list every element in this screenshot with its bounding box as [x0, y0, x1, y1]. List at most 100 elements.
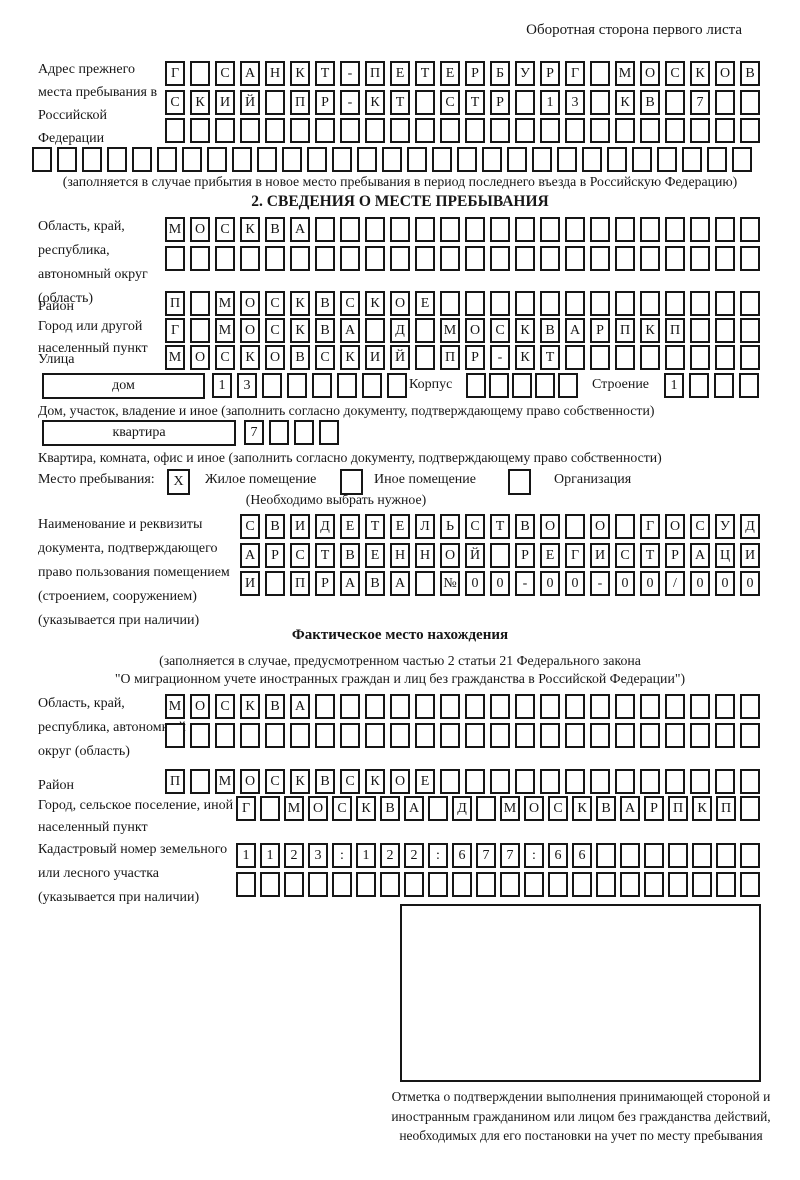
- char-cell[interactable]: Р: [540, 61, 560, 86]
- char-cell[interactable]: 7: [244, 420, 264, 445]
- char-cell[interactable]: [590, 246, 610, 271]
- char-cell[interactable]: К: [290, 318, 310, 343]
- char-cell[interactable]: [365, 694, 385, 719]
- char-cell[interactable]: К: [515, 345, 535, 370]
- char-cell[interactable]: [490, 246, 510, 271]
- char-cell[interactable]: [476, 796, 496, 821]
- char-cell[interactable]: [390, 118, 410, 143]
- char-cell[interactable]: [240, 723, 260, 748]
- char-cell[interactable]: У: [715, 514, 735, 539]
- char-cell[interactable]: Й: [240, 90, 260, 115]
- char-cell[interactable]: [215, 246, 235, 271]
- char-cell[interactable]: [690, 246, 710, 271]
- char-cell[interactable]: [489, 373, 509, 398]
- char-cell[interactable]: [607, 147, 627, 172]
- char-cell[interactable]: [665, 723, 685, 748]
- char-cell[interactable]: С: [215, 345, 235, 370]
- char-cell[interactable]: [590, 90, 610, 115]
- char-cell[interactable]: [415, 217, 435, 242]
- char-cell[interactable]: [362, 373, 382, 398]
- char-cell[interactable]: В: [265, 514, 285, 539]
- char-cell[interactable]: П: [290, 90, 310, 115]
- char-cell[interactable]: [515, 217, 535, 242]
- char-cell[interactable]: [590, 291, 610, 316]
- char-cell[interactable]: А: [620, 796, 640, 821]
- char-cell[interactable]: [440, 694, 460, 719]
- char-cell[interactable]: [590, 769, 610, 794]
- char-cell[interactable]: [432, 147, 452, 172]
- char-cell[interactable]: [690, 769, 710, 794]
- char-cell[interactable]: Д: [390, 318, 410, 343]
- char-cell[interactable]: -: [490, 345, 510, 370]
- char-cell[interactable]: [236, 872, 256, 897]
- char-cell[interactable]: [615, 118, 635, 143]
- char-cell[interactable]: Т: [540, 345, 560, 370]
- char-cell[interactable]: [190, 723, 210, 748]
- char-cell[interactable]: О: [190, 345, 210, 370]
- char-cell[interactable]: [465, 217, 485, 242]
- char-cell[interactable]: 6: [548, 843, 568, 868]
- char-cell[interactable]: Е: [390, 514, 410, 539]
- char-cell[interactable]: 2: [404, 843, 424, 868]
- char-cell[interactable]: Г: [640, 514, 660, 539]
- char-cell[interactable]: [315, 723, 335, 748]
- char-cell[interactable]: С: [215, 694, 235, 719]
- char-cell[interactable]: [615, 769, 635, 794]
- char-cell[interactable]: [640, 118, 660, 143]
- char-cell[interactable]: О: [715, 61, 735, 86]
- char-cell[interactable]: С: [290, 543, 310, 568]
- char-cell[interactable]: [465, 118, 485, 143]
- char-cell[interactable]: С: [615, 543, 635, 568]
- char-cell[interactable]: К: [572, 796, 592, 821]
- char-cell[interactable]: [590, 694, 610, 719]
- char-cell[interactable]: М: [500, 796, 520, 821]
- char-cell[interactable]: Т: [315, 61, 335, 86]
- char-cell[interactable]: 3: [308, 843, 328, 868]
- char-cell[interactable]: [337, 373, 357, 398]
- char-cell[interactable]: 6: [572, 843, 592, 868]
- char-cell[interactable]: П: [165, 769, 185, 794]
- char-cell[interactable]: [260, 872, 280, 897]
- char-cell[interactable]: [515, 90, 535, 115]
- char-cell[interactable]: [490, 769, 510, 794]
- char-cell[interactable]: [165, 723, 185, 748]
- char-cell[interactable]: А: [404, 796, 424, 821]
- char-cell[interactable]: [490, 291, 510, 316]
- char-cell[interactable]: [644, 872, 664, 897]
- char-cell[interactable]: [665, 694, 685, 719]
- char-cell[interactable]: [390, 217, 410, 242]
- char-cell[interactable]: Д: [452, 796, 472, 821]
- char-cell[interactable]: [190, 769, 210, 794]
- char-cell[interactable]: [715, 118, 735, 143]
- char-cell[interactable]: [240, 246, 260, 271]
- char-cell[interactable]: [428, 872, 448, 897]
- char-cell[interactable]: [365, 217, 385, 242]
- char-cell[interactable]: [657, 147, 677, 172]
- char-cell[interactable]: [482, 147, 502, 172]
- char-cell[interactable]: Е: [440, 61, 460, 86]
- char-cell[interactable]: М: [215, 318, 235, 343]
- char-cell[interactable]: К: [240, 345, 260, 370]
- char-cell[interactable]: [82, 147, 102, 172]
- checkbox-other-premises[interactable]: [340, 469, 363, 495]
- char-cell[interactable]: [715, 723, 735, 748]
- char-cell[interactable]: [557, 147, 577, 172]
- char-cell[interactable]: Т: [490, 514, 510, 539]
- char-cell[interactable]: [590, 61, 610, 86]
- char-cell[interactable]: [740, 723, 760, 748]
- char-cell[interactable]: 0: [540, 571, 560, 596]
- char-cell[interactable]: К: [615, 90, 635, 115]
- char-cell[interactable]: :: [428, 843, 448, 868]
- char-cell[interactable]: Р: [465, 61, 485, 86]
- char-cell[interactable]: О: [190, 217, 210, 242]
- char-cell[interactable]: [382, 147, 402, 172]
- char-cell[interactable]: [515, 291, 535, 316]
- char-cell[interactable]: 1: [212, 373, 232, 398]
- char-cell[interactable]: [715, 246, 735, 271]
- char-cell[interactable]: Н: [415, 543, 435, 568]
- char-cell[interactable]: /: [665, 571, 685, 596]
- char-cell[interactable]: [715, 90, 735, 115]
- char-cell[interactable]: А: [340, 318, 360, 343]
- char-cell[interactable]: [390, 246, 410, 271]
- char-cell[interactable]: [387, 373, 407, 398]
